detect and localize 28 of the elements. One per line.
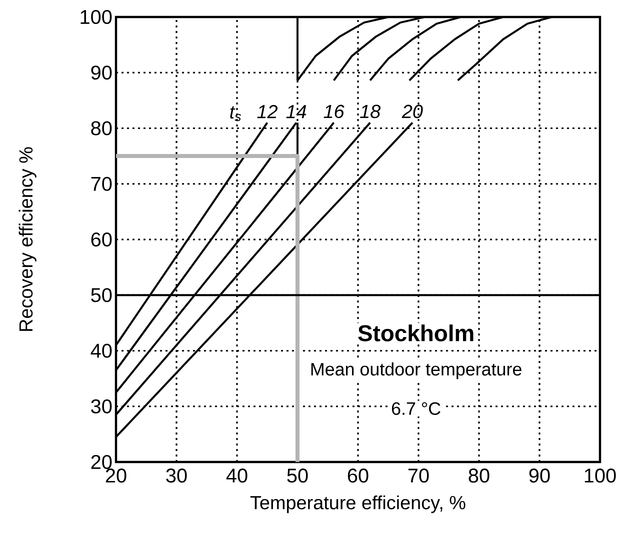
x-tick-label: 80 [468, 468, 490, 483]
annotation: 6.7 °C [392, 402, 440, 415]
x-tick-label: 50 [287, 468, 308, 483]
y-tick-label: 80 [91, 121, 112, 136]
series-label: 14 [286, 105, 306, 118]
annotation: Stockholm [358, 324, 474, 342]
y-tick-label: 50 [91, 288, 112, 302]
y-axis-title: Recovery efficiency % [18, 147, 36, 331]
annotation: Mean outdoor temperature [311, 362, 522, 380]
y-tick-label: 70 [91, 176, 112, 191]
y-tick-label: 100 [80, 10, 112, 24]
series-label: 16 [324, 104, 344, 118]
x-tick-label: 100 [584, 468, 616, 483]
x-tick-label: 40 [226, 468, 248, 483]
series-label: 12 [257, 104, 278, 118]
series-label: 20 [402, 104, 423, 118]
x-tick-label: 20 [106, 468, 126, 483]
y-tick-label: 90 [91, 66, 112, 80]
y-tick-label: 40 [90, 344, 112, 358]
y-tick-label: 60 [91, 232, 112, 247]
x-tick-label: 90 [529, 468, 550, 483]
x-tick-label: 70 [408, 468, 429, 483]
y-tick-label: 30 [91, 399, 112, 414]
x-tick-label: 60 [348, 468, 368, 483]
x-tick-label: 30 [166, 468, 187, 483]
y-tick-label: 20 [91, 454, 112, 470]
x-axis-title: Temperature efficiency, % [250, 495, 466, 514]
series-label: 18 [360, 104, 380, 118]
